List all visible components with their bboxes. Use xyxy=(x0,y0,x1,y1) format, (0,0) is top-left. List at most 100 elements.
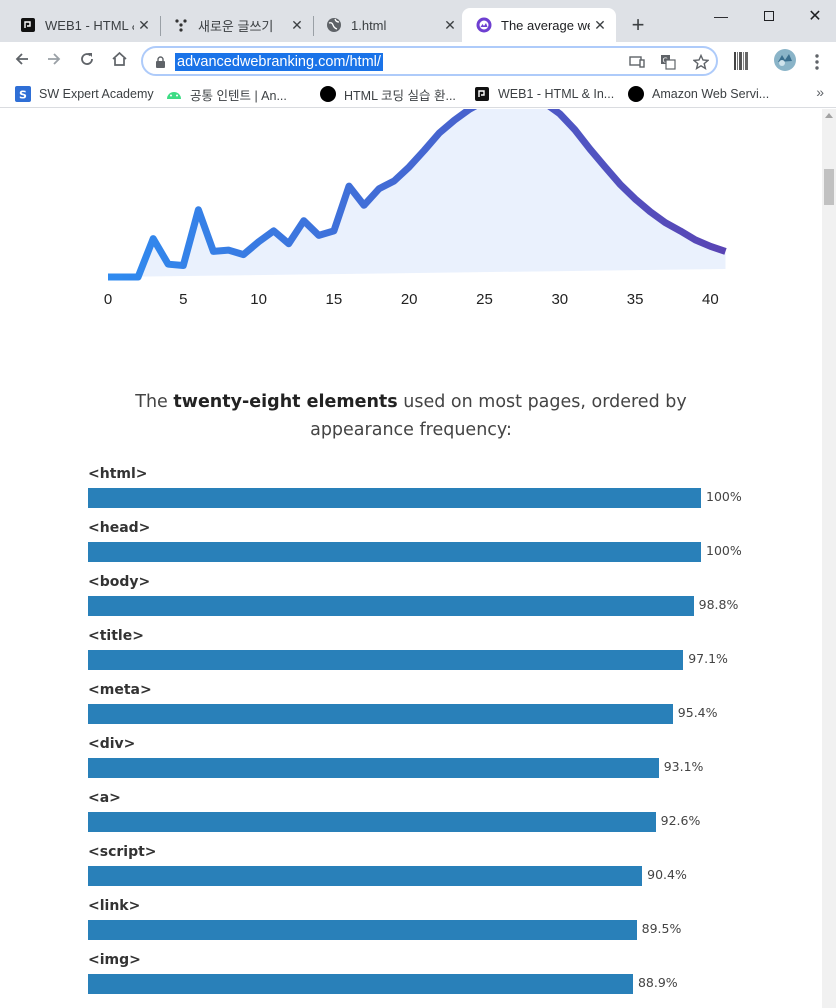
bar-row: <head> 100% xyxy=(88,520,788,574)
bar-category-label: <script> xyxy=(88,844,157,860)
bar xyxy=(88,758,659,778)
arrow-right-icon xyxy=(46,51,62,72)
line-chart-area xyxy=(108,109,726,277)
bar-category-label: <img> xyxy=(88,952,141,968)
forward-button[interactable] xyxy=(40,48,68,74)
bookmark-web1[interactable]: WEB1 - HTML & In... xyxy=(474,84,614,104)
bar-value-label: 98.8% xyxy=(698,597,739,612)
minimize-button[interactable]: — xyxy=(698,0,744,32)
tab-title: 1.html xyxy=(351,17,387,33)
maximize-icon xyxy=(764,11,774,21)
caption-bold: twenty-eight elements xyxy=(173,392,398,412)
bar-row: <a> 92.6% xyxy=(88,790,788,844)
line-chart: 0 5 10 15 20 25 30 35 40 xyxy=(104,109,727,308)
arrow-left-icon xyxy=(14,51,30,72)
bar xyxy=(88,974,633,994)
caption-prefix: The xyxy=(135,392,174,412)
x-tick-label: 40 xyxy=(702,291,719,308)
bookmark-sw-expert-academy[interactable]: S SW Expert Academy xyxy=(15,84,154,104)
x-tick-label: 0 xyxy=(104,291,112,308)
bookmark-label: SW Expert Academy xyxy=(39,87,154,101)
bar-value-label: 89.5% xyxy=(641,921,682,936)
extension-barcode-icon[interactable] xyxy=(730,50,752,72)
home-icon xyxy=(111,51,128,72)
bar-row: <script> 90.4% xyxy=(88,844,788,898)
bar-row: <meta> 95.4% xyxy=(88,682,788,736)
menu-kebab-icon[interactable] xyxy=(806,51,828,73)
bar-category-label: <html> xyxy=(88,466,148,482)
bookmark-label: 공통 인텐트 | An... xyxy=(190,88,287,103)
bar xyxy=(88,812,656,832)
profile-avatar[interactable] xyxy=(773,48,797,72)
bar-category-label: <head> xyxy=(88,520,151,536)
chart-caption: The twenty-eight elements used on most p… xyxy=(100,388,722,444)
bar xyxy=(88,488,701,508)
page-viewport: 0 5 10 15 20 25 30 35 40 The twenty-eight elemen… xyxy=(0,109,822,1008)
bookmark-aws[interactable]: Amazon Web Servi... xyxy=(628,84,769,104)
bar-row: <img> 88.9% xyxy=(88,952,788,1006)
reload-button[interactable] xyxy=(73,48,101,74)
x-tick-label: 20 xyxy=(401,291,418,308)
close-window-button[interactable]: ✕ xyxy=(792,0,836,32)
site-logo-icon xyxy=(476,17,492,33)
bar-value-label: 90.4% xyxy=(647,867,687,882)
close-icon[interactable]: ✕ xyxy=(594,16,606,33)
bar xyxy=(88,650,684,670)
tab-web1[interactable]: WEB1 - HTML & ✕ xyxy=(0,8,160,42)
dots-icon xyxy=(173,17,189,33)
bookmark-common-intent[interactable]: 공통 인텐트 | An... xyxy=(166,84,287,104)
svg-text:S: S xyxy=(19,89,27,102)
url-text[interactable]: advancedwebranking.com/html/ xyxy=(175,53,383,71)
caption-suffix: used on most pages, ordered by appearanc… xyxy=(310,392,687,440)
tab-title: WEB1 - HTML & xyxy=(45,17,134,33)
back-button[interactable] xyxy=(8,48,36,74)
x-tick-label: 35 xyxy=(627,291,644,308)
tab-average-webpage[interactable]: The average we ✕ xyxy=(462,8,616,42)
bookmark-html-coding[interactable]: HTML 코딩 실습 환... xyxy=(320,84,456,104)
bar-category-label: <a> xyxy=(88,790,121,806)
bar-value-label: 95.4% xyxy=(677,705,718,720)
close-icon[interactable]: ✕ xyxy=(444,16,456,33)
bar-category-label: <link> xyxy=(88,898,141,914)
home-button[interactable] xyxy=(105,48,133,74)
sw-expert-icon: S xyxy=(15,86,31,102)
bar-row: <html> 100% xyxy=(88,466,788,520)
bar-row: <link> 89.5% xyxy=(88,898,788,952)
scroll-up-arrow-icon[interactable] xyxy=(825,113,833,118)
scroll-thumb[interactable] xyxy=(824,169,834,205)
black-circle-icon xyxy=(320,86,336,102)
tab-1-html[interactable]: 1.html ✕ xyxy=(306,8,466,42)
close-icon[interactable]: ✕ xyxy=(138,16,150,33)
tab-new-post[interactable]: 새로운 글쓰기 ✕ xyxy=(153,8,313,42)
bar-row: <body> 98.8% xyxy=(88,574,788,628)
bar-value-label: 93.1% xyxy=(663,759,704,774)
x-tick-label: 10 xyxy=(250,291,267,308)
element-frequency-bar-chart: <html> 100% <head> 100% <body> 98.8% <title> 97… xyxy=(88,466,788,1006)
bar-row: <div> 93.1% xyxy=(88,736,788,790)
bar-value-label: 92.6% xyxy=(660,813,701,828)
maximize-button[interactable] xyxy=(746,0,792,32)
cast-icon[interactable] xyxy=(627,53,647,71)
x-tick-label: 30 xyxy=(551,291,568,308)
vertical-scrollbar[interactable] xyxy=(822,109,836,1008)
tab-strip: WEB1 - HTML & ✕ 새로운 글쓰기 ✕ 1.html ✕ The a… xyxy=(0,0,836,42)
close-icon[interactable]: ✕ xyxy=(291,16,303,33)
bookmarks-bar: S SW Expert Academy 공통 인텐트 | An... HTML … xyxy=(0,80,836,108)
black-circle-icon xyxy=(628,86,644,102)
bar-category-label: <body> xyxy=(88,574,151,590)
star-icon[interactable] xyxy=(691,53,711,71)
tab-divider xyxy=(313,16,314,36)
bookmark-label: Amazon Web Servi... xyxy=(652,87,770,101)
svg-text:G: G xyxy=(663,57,668,65)
bar-value-label: 97.1% xyxy=(688,651,728,666)
bar-category-label: <div> xyxy=(88,736,136,752)
bookmark-label: HTML 코딩 실습 환... xyxy=(344,88,456,103)
bar xyxy=(88,866,643,886)
address-bar[interactable]: advancedwebranking.com/html/ G xyxy=(141,46,718,76)
tab-divider xyxy=(160,16,161,36)
more-bookmarks-button[interactable]: » xyxy=(816,84,824,100)
new-tab-button[interactable]: + xyxy=(631,12,645,37)
github-like-icon xyxy=(474,86,490,102)
translate-icon[interactable]: G xyxy=(658,53,678,71)
github-like-icon xyxy=(20,17,36,33)
